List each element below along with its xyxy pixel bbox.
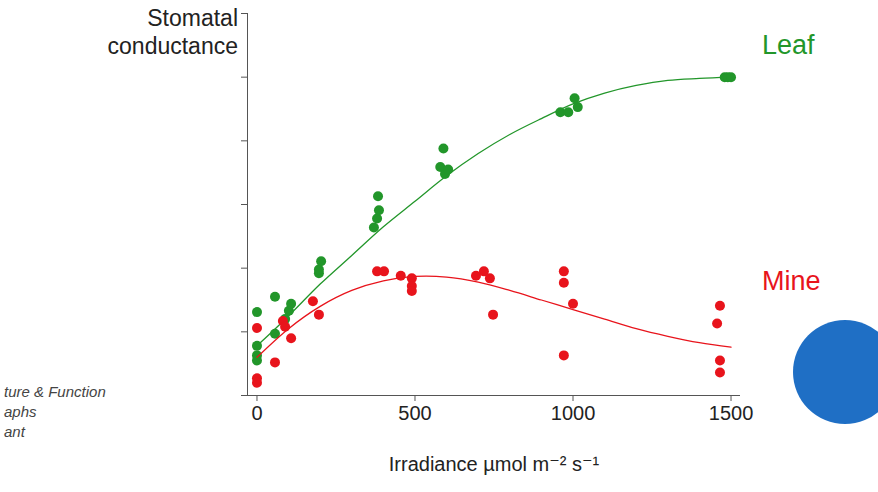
svg-text:Irradiance µmol m⁻² s⁻¹: Irradiance µmol m⁻² s⁻¹ [389, 453, 600, 475]
html-text:Stomatal conductance: Stomatal conductance [107, 5, 238, 59]
svg-text:500: 500 [398, 402, 431, 424]
svg-text:1000: 1000 [551, 402, 596, 424]
html-text:Leaf: Leaf [762, 30, 815, 60]
html-text:aphs: aphs [4, 403, 37, 420]
svg-text:0: 0 [251, 402, 262, 424]
html-text:ture & Function: ture & Function [4, 383, 106, 400]
html-text:Mine: Mine [762, 266, 821, 296]
html-text:ant: ant [4, 423, 25, 440]
svg-text:1500: 1500 [709, 402, 754, 424]
